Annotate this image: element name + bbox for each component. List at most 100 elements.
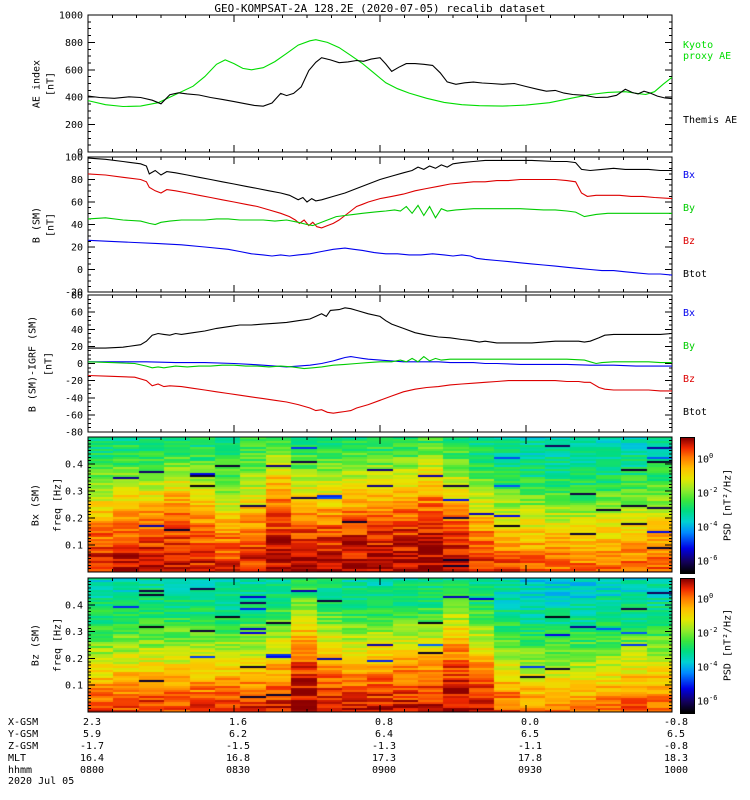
axis-frame (87, 294, 673, 433)
bz-psd-freq-axis-label: freq [Hz] (52, 617, 64, 673)
y-tick-label: 0.1 (65, 541, 83, 552)
bx-psd-colorbar (680, 437, 695, 574)
ephemeris-value: 0.0 (520, 717, 540, 728)
bz-colorbar-psd-label: PSD [nT²/Hz] (722, 608, 734, 682)
bz-psd-axes: 0.1 0.2 0.3 0.4 (65, 577, 673, 713)
y-tick-label: 0 (77, 148, 83, 159)
b-sm-igrf-y-axis-label: B (SM)-IGRF (SM) (27, 315, 39, 413)
ephemeris-value: 1.6 (228, 717, 248, 728)
ephemeris-value: 16.8 (225, 753, 251, 764)
legend-bx: Bx (683, 308, 695, 319)
ephemeris-value: 18.3 (663, 753, 689, 764)
y-tick-label: 0.4 (65, 460, 83, 471)
ephemeris-row-label: MLT (8, 753, 27, 764)
legend-bz: Bz (683, 374, 695, 385)
b-sm-igrf-plot: -80 -60 -40 -20 0 20 40 60 80 (65, 291, 673, 439)
legend-line: Bx (683, 170, 696, 181)
ephemeris-row-label: hhmm (8, 765, 33, 776)
y-tick-label: 0.3 (65, 627, 83, 638)
y-tick-label: 40 (71, 325, 83, 336)
ephemeris-value: -1.3 (371, 741, 397, 752)
y-tick-label: 40 (71, 220, 83, 231)
y-tick-label: 600 (65, 65, 83, 76)
ephemeris-value: 1000 (663, 765, 689, 776)
y-tick-label: 200 (65, 120, 83, 131)
axis-ticks (87, 294, 673, 433)
ephemeris-value: 0800 (79, 765, 105, 776)
y-tick-label: 1000 (59, 11, 83, 22)
ephemeris-value: -0.8 (663, 741, 689, 752)
colorbar-tick-label: 10-2 (697, 485, 718, 499)
y-tick-label: 80 (71, 291, 83, 302)
legend-by: By (683, 203, 695, 214)
b-sm-y-axis-units: [nT] (45, 212, 57, 238)
y-tick-label: 0.2 (65, 514, 83, 525)
ephemeris-value: 0.8 (374, 717, 394, 728)
legend-btot: Btot (683, 269, 707, 280)
legend-btot: Btot (683, 407, 707, 418)
legend-line: Bx (683, 308, 696, 319)
y-tick-label: -20 (65, 288, 83, 299)
ephemeris-value: -0.8 (663, 717, 689, 728)
ae-y-axis-units: [nT] (45, 71, 57, 97)
axis-frame (87, 577, 673, 713)
legend-line: Btot (683, 269, 708, 280)
ae-y-axis-label: AE index (31, 59, 43, 109)
y-tick-label: 20 (71, 342, 83, 353)
y-tick-label: 0.4 (65, 600, 83, 611)
legend-line: Kyoto (683, 40, 714, 51)
legend-line: By (683, 203, 696, 214)
ephemeris-value: 17.8 (517, 753, 543, 764)
y-tick-label: 400 (65, 93, 83, 104)
bz-psd-spectrogram-canvas (88, 578, 672, 712)
series-bz (87, 173, 673, 229)
legend-line: proxy AE (683, 51, 732, 62)
ephemeris-value: -1.1 (517, 741, 543, 752)
b-sm-legend: Bx By Bz Btot (679, 157, 749, 292)
ephemeris-value: -1.7 (79, 741, 105, 752)
bx-colorbar-psd-label: PSD [nT²/Hz] (722, 468, 734, 542)
colorbar-tick-label: 10-6 (697, 694, 718, 708)
ephemeris-value: 6.2 (228, 729, 248, 740)
series-btot (87, 157, 672, 203)
y-tick-label: 80 (71, 175, 83, 186)
legend-line: Themis AE (683, 115, 738, 126)
ephemeris-value: 6.5 (520, 729, 540, 740)
ae-legend: Kyoto proxy AE Themis AE (679, 15, 749, 152)
axis-ticks (87, 577, 673, 713)
series-by (87, 355, 672, 370)
plot-title: GEO-KOMPSAT-2A 128.2E (2020-07-05) recal… (214, 2, 546, 15)
y-tick-label: -40 (65, 393, 83, 404)
ephemeris-value: 5.9 (82, 729, 102, 740)
colorbar-tick-label: 100 (697, 592, 714, 606)
axis-ticks (87, 14, 673, 153)
series-themis-ae (87, 57, 673, 107)
colorbar-tick-label: 10-4 (697, 660, 718, 674)
legend-bx: Bx (683, 170, 695, 181)
bx-psd-component-label: Bx (SM) (30, 483, 42, 527)
ephemeris-value: 2.3 (82, 717, 102, 728)
y-tick-label: 100 (65, 153, 83, 164)
legend-line: By (683, 341, 696, 352)
ephemeris-value: 0830 (225, 765, 251, 776)
bz-psd-component-label: Bz (SM) (30, 623, 42, 667)
legend-line: Btot (683, 407, 708, 418)
axis-ticks (87, 156, 673, 293)
legend-line: Bz (683, 236, 696, 247)
colorbar-tick-label: 10-2 (697, 626, 718, 640)
series-bx (88, 356, 672, 368)
legend-by: By (683, 341, 695, 352)
axis-frame (87, 436, 673, 573)
b-sm-y-axis-label: B (SM) (31, 206, 43, 244)
series-btot (88, 307, 673, 349)
series-by (87, 204, 672, 227)
ephemeris-value: 6.5 (666, 729, 686, 740)
legend-kyoto-proxy-ae: Kyoto proxy AE (683, 40, 731, 62)
ephemeris-row-label: X-GSM (8, 717, 39, 728)
colorbar-tick-label: 100 (697, 451, 714, 465)
bx-psd-axes: 0.1 0.2 0.3 0.4 (65, 436, 673, 573)
axis-frame (87, 156, 673, 293)
y-tick-label: 800 (65, 38, 83, 49)
bx-psd-freq-axis-label: freq [Hz] (52, 477, 64, 533)
